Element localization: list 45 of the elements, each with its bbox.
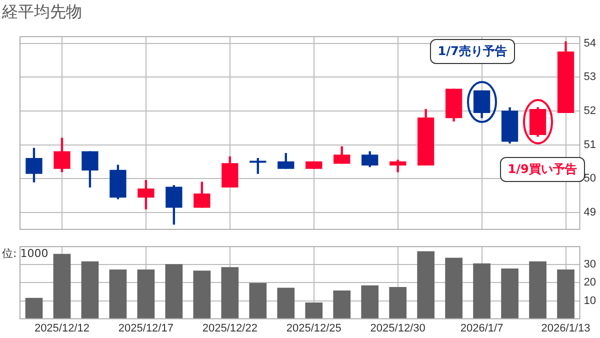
- bar: [165, 264, 183, 319]
- annotation: 1/7売り予告: [430, 38, 515, 64]
- annotation: 位: 1000: [2, 246, 48, 261]
- bar: [473, 263, 490, 319]
- x-tick-label: 2025/12/25: [286, 322, 342, 334]
- candlestick: [250, 158, 266, 174]
- bar: [81, 261, 99, 319]
- bar: [501, 268, 518, 319]
- bar: [249, 283, 267, 319]
- bar: [529, 261, 546, 319]
- x-tick-label: 2026/1/13: [541, 322, 590, 334]
- y-tick-label: 53: [584, 71, 596, 84]
- x-tick-label: 2025/12/30: [370, 322, 426, 334]
- x-tick-label: 2025/12/17: [118, 322, 174, 334]
- y-tick-label: 50: [584, 172, 596, 185]
- bar: [25, 298, 43, 319]
- y-tick-label: 30: [584, 258, 596, 271]
- x-tick-label: 2026/1/7: [460, 322, 504, 334]
- y-tick-label: 54: [584, 37, 596, 50]
- candlestick: [334, 146, 350, 164]
- bar: [53, 254, 71, 319]
- bar: [333, 290, 351, 319]
- bar: [445, 258, 462, 319]
- bar: [557, 270, 574, 319]
- y-tick-label: 20: [584, 276, 596, 289]
- y-tick-label: 49: [584, 206, 596, 219]
- bar: [277, 288, 295, 319]
- bar: [221, 267, 239, 319]
- annotation: 1/9買い予告: [500, 156, 585, 182]
- bar: [109, 270, 127, 319]
- candlestick: [306, 161, 322, 169]
- candlestick: [54, 138, 70, 172]
- candlestick: [26, 148, 42, 182]
- chart-title: 経平均先物: [2, 2, 82, 23]
- bar: [361, 285, 379, 319]
- bar: [193, 270, 211, 319]
- y-tick-label: 10: [584, 294, 596, 307]
- y-tick-label: 52: [584, 105, 596, 118]
- x-tick-label: 2025/12/12: [34, 322, 90, 334]
- bar: [305, 302, 323, 319]
- bar: [417, 251, 435, 319]
- bar: [137, 270, 155, 319]
- x-tick-label: 2025/12/22: [202, 322, 258, 334]
- bar: [389, 287, 407, 319]
- y-tick-label: 51: [584, 138, 596, 151]
